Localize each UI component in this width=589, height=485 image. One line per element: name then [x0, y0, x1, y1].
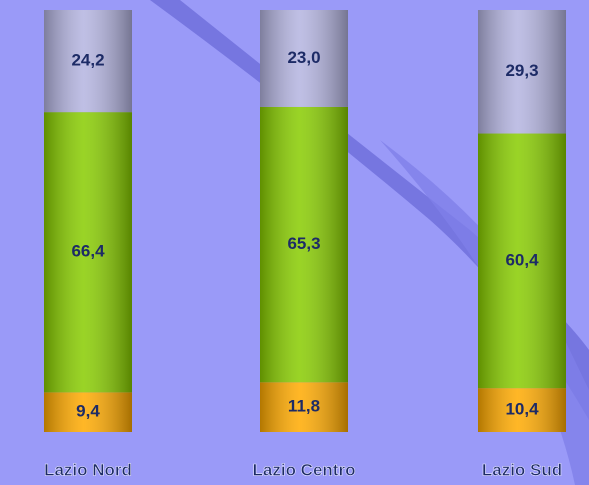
value-label: 65,3 [287, 234, 320, 253]
bar-shading [260, 382, 348, 432]
bar-shading [478, 388, 566, 432]
bar-shading [44, 112, 132, 393]
bar-shading [260, 106, 348, 383]
value-label: 9,4 [76, 402, 100, 421]
value-label: 60,4 [505, 250, 539, 269]
x-tick-label: Lazio Sud [482, 460, 562, 479]
bar-shading [478, 10, 566, 134]
value-label: 23,0 [287, 48, 320, 67]
bar-shading [478, 133, 566, 389]
bar-shading [44, 392, 132, 432]
x-tick-label: Lazio Nord [44, 460, 132, 479]
bar-shading [44, 10, 132, 113]
value-label: 29,3 [505, 61, 538, 80]
x-tick-label: Lazio Centro [253, 460, 356, 479]
value-label: 66,4 [71, 242, 105, 261]
value-label: 10,4 [505, 400, 539, 419]
bar-shading [260, 10, 348, 107]
value-label: 24,2 [71, 51, 104, 70]
value-label: 11,8 [288, 397, 320, 416]
